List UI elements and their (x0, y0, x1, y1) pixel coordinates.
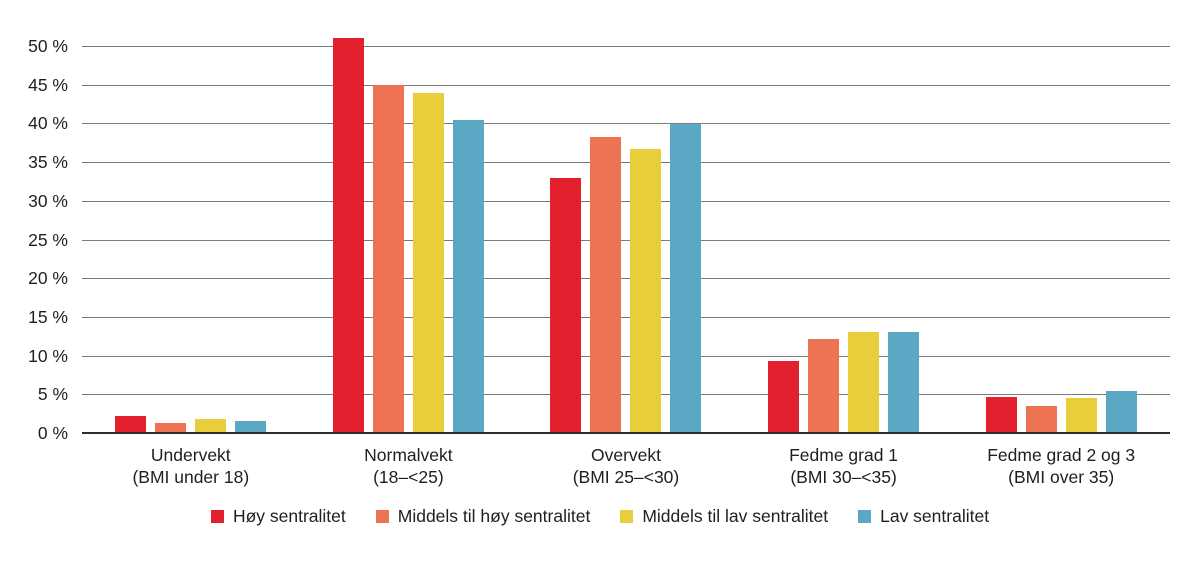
legend-color-swatch-icon (375, 509, 389, 523)
legend-item: Lav sentralitet (858, 506, 989, 526)
bar (590, 136, 622, 433)
legend-item: Høy sentralitet (210, 506, 346, 526)
gridline (82, 394, 1170, 396)
bar (550, 178, 582, 433)
legend: Høy sentralitet Middels til høy sentralit… (0, 506, 1200, 526)
y-axis-tick-label: 15 % (28, 306, 68, 327)
bar-groups (82, 0, 1170, 433)
x-axis-category-label-line: Normalvekt (364, 445, 453, 465)
x-axis-category-label-line: Fedme grad 1 (789, 445, 899, 465)
bar (372, 84, 404, 433)
legend-item-label: Lav sentralitet (880, 506, 990, 526)
bar (888, 331, 920, 433)
x-axis-category-label-line: Undervekt (150, 445, 231, 465)
y-axis-tick-label: 50 % (28, 36, 68, 56)
gridline (82, 162, 1170, 164)
legend-item-label: Høy sentralitet (232, 506, 346, 526)
legend-item-label: Middels til lav sentralitet (642, 506, 829, 526)
x-axis-category-label-line: (BMI over 35) (1008, 467, 1115, 487)
x-axis-category-label: Undervekt (BMI under 18) (82, 444, 300, 488)
bar (1065, 398, 1097, 433)
y-axis-tick-label: 25 % (28, 229, 68, 250)
legend-item-label: Middels til høy sentralitet (397, 506, 591, 526)
gridline (82, 239, 1170, 241)
x-axis-labels: Undervekt (BMI under 18) Normalvekt (18–<25… (82, 444, 1170, 488)
legend-item: Middels til lav sentralitet (620, 506, 828, 526)
gridline (82, 46, 1170, 47)
gridline (82, 123, 1170, 125)
bar (155, 422, 187, 433)
bar (808, 338, 840, 433)
bar (1025, 405, 1057, 433)
x-axis-category-label: Fedme grad 2 og 3 (BMI over 35) (952, 444, 1170, 488)
x-axis-category-label-line: (18–<25) (373, 467, 444, 487)
x-axis-category-label: Normalvekt (18–<25) (300, 444, 518, 488)
gridline (82, 316, 1170, 318)
gridline (82, 278, 1170, 280)
bar (235, 421, 267, 433)
bar (115, 416, 147, 433)
gridline (82, 355, 1170, 357)
gridline (82, 200, 1170, 202)
bar (195, 419, 227, 433)
legend-color-swatch-icon (858, 509, 872, 523)
x-axis-category-label: Overvekt (BMI 25–<30) (517, 444, 735, 488)
y-axis-tick-label: 0 % (37, 423, 68, 443)
x-axis-category-label-line: Overvekt (590, 445, 661, 465)
x-axis-category-label-line: (BMI 30–<35) (790, 467, 897, 487)
bar (452, 120, 484, 433)
y-axis-tick-label: 10 % (28, 345, 68, 366)
bar (332, 38, 364, 433)
bar (670, 124, 702, 433)
bar (848, 331, 880, 433)
x-axis-category-label-line: (BMI 25–<30) (572, 467, 680, 487)
y-axis-tick-label: 5 % (37, 384, 68, 405)
legend-color-swatch-icon (210, 509, 224, 523)
legend-item: Middels til høy sentralitet (375, 506, 591, 526)
x-axis-category-label-line: Fedme grad 2 og 3 (987, 445, 1136, 465)
bar-group (517, 0, 735, 433)
legend-color-swatch-icon (620, 509, 634, 523)
bar (630, 148, 662, 433)
y-axis-tick-label: 35 % (28, 152, 68, 173)
bar-group (300, 0, 518, 433)
y-axis-tick-label: 45 % (28, 74, 68, 95)
bar-group (735, 0, 953, 433)
x-axis-category-label-line: (BMI under 18) (132, 467, 250, 487)
bar-group (952, 0, 1170, 433)
y-axis-tick-label: 30 % (28, 190, 68, 211)
bar (985, 397, 1017, 433)
bar (412, 93, 444, 433)
bar (1105, 391, 1137, 433)
gridline (82, 84, 1170, 86)
bar-group (82, 0, 300, 433)
x-axis-category-label: Fedme grad 1 (BMI 30–<35) (735, 444, 953, 488)
y-axis-tick-label: 40 % (28, 113, 68, 134)
y-axis-tick-label: 20 % (28, 268, 68, 289)
x-axis-line (82, 432, 1170, 434)
bar (768, 361, 800, 433)
